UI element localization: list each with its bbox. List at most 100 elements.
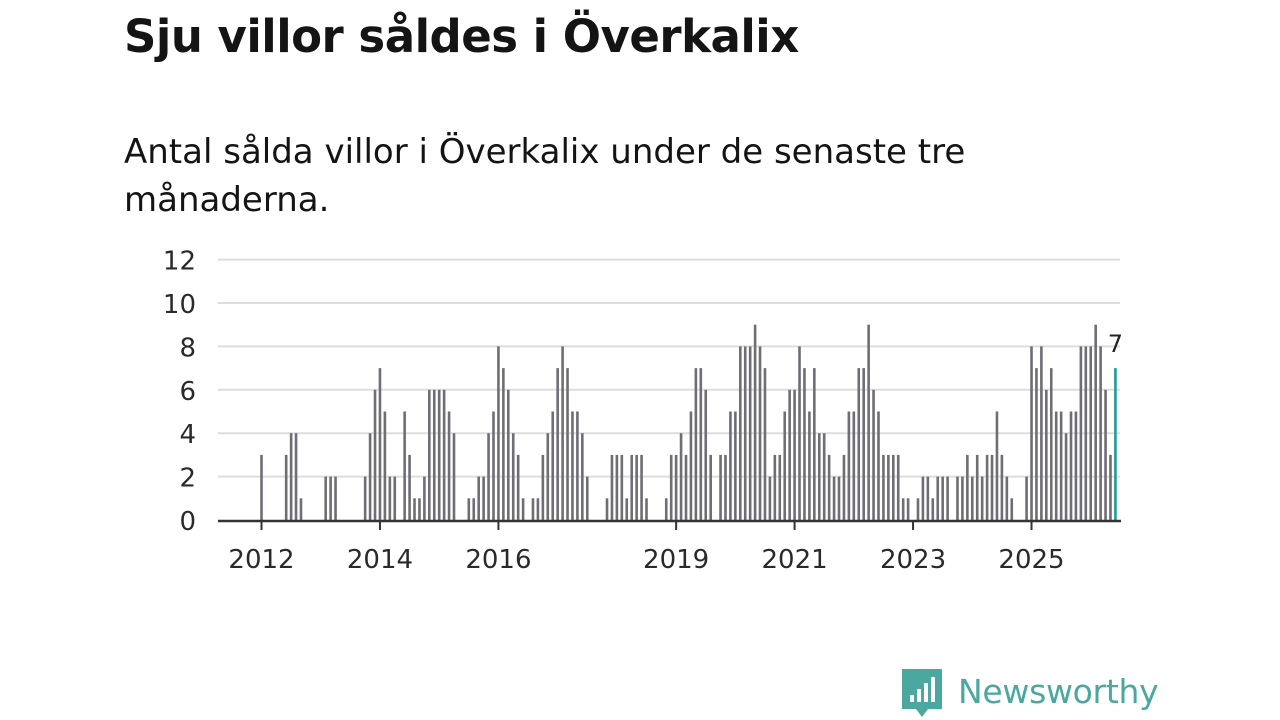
bar: [975, 454, 979, 520]
bar: [432, 389, 436, 520]
bar: [502, 368, 505, 520]
bar-highlight: [1114, 368, 1117, 520]
bar: [581, 433, 584, 520]
bar: [576, 411, 579, 520]
bar: [694, 368, 698, 520]
bar: [1064, 433, 1068, 520]
bar: [832, 476, 836, 520]
bar: [437, 389, 441, 520]
bar: [630, 454, 633, 520]
bar: [990, 454, 994, 520]
bar: [724, 454, 727, 520]
bar: [793, 389, 796, 520]
bar: [931, 498, 935, 520]
bar: [734, 411, 737, 520]
newsworthy-logo-text: Newsworthy: [958, 671, 1159, 711]
bar: [709, 454, 712, 520]
bar: [857, 368, 861, 520]
bar: [773, 454, 777, 520]
bar: [1000, 454, 1004, 520]
bar: [941, 476, 944, 520]
x-tick-label: 2021: [762, 545, 828, 575]
bar: [487, 433, 490, 520]
last-value-label: 7: [1108, 330, 1123, 358]
bar: [966, 454, 969, 520]
bar: [289, 433, 293, 520]
bar: [1074, 411, 1078, 520]
bar: [536, 498, 540, 520]
bar: [497, 346, 500, 520]
bar: [1069, 411, 1073, 520]
bar: [1049, 368, 1053, 520]
bar: [916, 498, 920, 520]
bar: [556, 368, 559, 520]
bar: [872, 389, 875, 520]
bar: [472, 498, 476, 520]
bar: [1045, 389, 1048, 520]
bar: [827, 454, 831, 520]
bar: [729, 411, 732, 520]
bar: [887, 454, 890, 520]
y-tick-label: 12: [163, 247, 196, 277]
bar: [995, 411, 999, 520]
bar: [615, 454, 619, 520]
bar: [758, 346, 762, 520]
bar: [946, 476, 949, 520]
bar: [743, 346, 747, 520]
bar: [551, 411, 555, 520]
bar: [748, 346, 752, 520]
newsworthy-logo-icon: [902, 669, 942, 717]
bar: [507, 389, 510, 520]
x-tick-label: 2012: [228, 545, 294, 575]
bar: [679, 433, 683, 520]
bar: [892, 454, 895, 520]
bar: [452, 433, 456, 520]
bar: [334, 476, 337, 520]
y-tick-label: 0: [179, 507, 196, 537]
bar: [541, 454, 545, 520]
bar: [284, 454, 288, 520]
y-tick-label: 4: [179, 420, 196, 450]
bar: [1094, 324, 1097, 520]
bar: [413, 498, 416, 520]
bar: [788, 389, 791, 520]
bar: [669, 454, 673, 520]
bar: [1040, 346, 1043, 520]
bar: [689, 411, 693, 520]
bar: [383, 411, 387, 520]
bar: [393, 476, 397, 520]
bar: [980, 476, 984, 520]
bar: [482, 476, 485, 520]
bar: [961, 476, 964, 520]
bar: [896, 454, 900, 520]
bars: [218, 324, 1121, 523]
bar: [768, 476, 772, 520]
bar: [877, 411, 880, 520]
bar: [763, 368, 767, 520]
bar: [477, 476, 480, 520]
bar: [260, 454, 263, 520]
bar: [423, 476, 426, 520]
bar: [1089, 346, 1093, 520]
bar: [546, 433, 550, 520]
bar: [610, 454, 614, 520]
bar: [511, 433, 515, 520]
bar: [970, 476, 974, 520]
bar: [585, 476, 589, 520]
bar: [1084, 346, 1088, 520]
bar: [1059, 411, 1063, 520]
bar: [1099, 346, 1102, 520]
y-tick-label: 8: [179, 333, 196, 363]
bar: [956, 476, 959, 520]
x-axis-ticks: 2012 2014 2016 2019 2021 2023 2025: [228, 522, 1065, 575]
bar: [408, 454, 411, 520]
bar: [822, 433, 826, 520]
newsworthy-logo[interactable]: Newsworthy: [902, 668, 1159, 720]
bar: [783, 411, 787, 520]
bar: [862, 368, 865, 520]
bar: [329, 476, 332, 520]
bar: [921, 476, 925, 520]
annotations: 7: [1108, 330, 1123, 358]
bar: [699, 368, 703, 520]
bar: [605, 498, 609, 520]
